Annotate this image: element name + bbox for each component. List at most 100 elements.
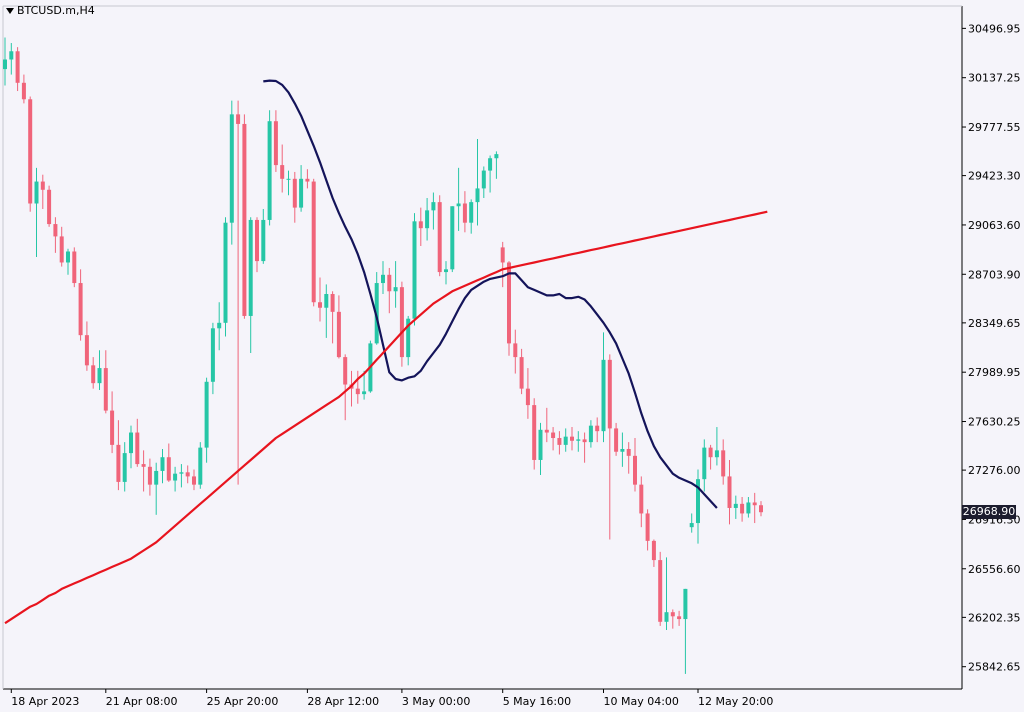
candle — [544, 407, 549, 443]
moving-average-fast-line — [263, 79, 718, 509]
candle-body — [702, 447, 707, 480]
candle — [330, 291, 335, 344]
candle-body — [513, 343, 518, 358]
candle-body — [576, 439, 581, 441]
candle — [154, 462, 159, 515]
candle — [185, 465, 190, 484]
candle — [78, 269, 83, 341]
x-tick-label: 3 May 00:00 — [402, 695, 470, 708]
candle — [28, 96, 33, 212]
candle-body — [47, 189, 52, 225]
candle — [166, 443, 171, 482]
candle-body — [192, 476, 196, 485]
candle — [677, 610, 682, 626]
candle-body — [708, 447, 713, 458]
candle — [179, 464, 184, 488]
candle-body — [444, 269, 448, 273]
candle — [387, 267, 392, 314]
y-tick-label: 30137.25 — [968, 72, 1021, 85]
candle-body — [570, 436, 574, 441]
candle — [267, 110, 272, 226]
candle-body — [507, 262, 511, 344]
candle — [229, 100, 234, 245]
candle-body — [538, 429, 543, 460]
candle-body — [129, 432, 133, 454]
candle — [72, 247, 77, 288]
candle-body — [286, 178, 291, 180]
candle-body — [456, 203, 461, 207]
candle — [198, 442, 203, 489]
candle — [740, 496, 745, 522]
candle-body — [645, 513, 650, 541]
candle — [519, 348, 524, 395]
candle — [494, 151, 499, 179]
candle-body — [261, 219, 266, 262]
candle — [696, 469, 700, 544]
candle-body — [210, 328, 215, 382]
candle-body — [450, 206, 455, 270]
y-tick-label: 28703.90 — [968, 268, 1021, 281]
candle — [355, 370, 360, 404]
candle — [412, 213, 417, 326]
candle — [614, 422, 619, 456]
candle-body — [154, 470, 159, 485]
candle-body — [714, 450, 719, 458]
candle — [223, 217, 228, 337]
candle-body — [135, 432, 140, 465]
x-axis-ticks: 18 Apr 2023 21 Apr 08:00 25 Apr 20:00 28 Ap… — [10, 689, 773, 708]
candle — [261, 208, 266, 264]
current-price-label: 26968.90 — [962, 505, 1016, 520]
y-tick-label: 27630.25 — [968, 416, 1021, 429]
candle-body — [229, 114, 234, 223]
candle — [746, 496, 751, 518]
candle — [714, 427, 719, 466]
candle — [462, 191, 467, 233]
candle-body — [324, 294, 329, 308]
candle-body — [179, 472, 184, 474]
candle — [59, 226, 64, 267]
candle — [557, 431, 562, 455]
candle-body — [469, 202, 474, 223]
candle-body — [299, 178, 304, 208]
candle-body — [336, 311, 341, 358]
x-tick-label: 18 Apr 2023 — [11, 695, 79, 708]
candle-body — [255, 219, 259, 262]
candle-body — [267, 121, 272, 220]
candle — [620, 432, 625, 467]
candle — [110, 391, 115, 454]
candle-body — [425, 210, 430, 229]
candle-body — [166, 457, 171, 481]
y-tick-label: 26202.35 — [968, 611, 1021, 624]
candle — [122, 442, 127, 492]
candle — [444, 261, 448, 285]
candle-body — [387, 274, 392, 292]
candle — [305, 169, 310, 189]
candle-body — [727, 476, 732, 508]
candle — [147, 458, 152, 496]
y-tick-label: 29063.60 — [968, 219, 1021, 232]
moving-average-slow-line — [4, 210, 768, 625]
dropdown-triangle-icon[interactable] — [6, 7, 14, 14]
candle-body — [614, 428, 619, 452]
candle — [563, 428, 568, 452]
candle — [103, 350, 108, 414]
candle — [53, 217, 58, 253]
x-tick-label: 21 Apr 08:00 — [106, 695, 178, 708]
candle-body — [66, 251, 70, 263]
candle — [733, 495, 738, 519]
candle — [311, 178, 316, 307]
symbol-title[interactable]: BTCUSD.m,H4 — [6, 4, 95, 17]
candle-body — [418, 221, 423, 229]
candle-body — [53, 224, 58, 237]
x-tick-label: 10 May 04:00 — [604, 695, 679, 708]
candle — [173, 466, 178, 492]
candle — [633, 438, 637, 492]
candle-body — [557, 438, 562, 445]
candle — [570, 427, 574, 451]
candle — [116, 420, 121, 491]
candle-body — [40, 181, 45, 190]
candle-body — [185, 472, 190, 477]
candle-body — [488, 158, 493, 171]
